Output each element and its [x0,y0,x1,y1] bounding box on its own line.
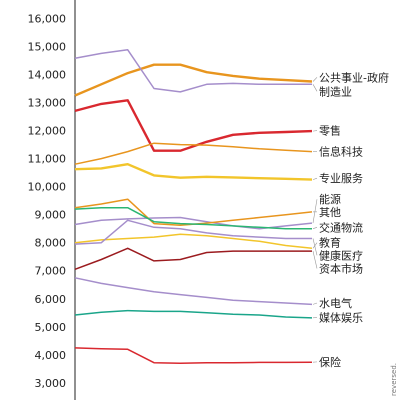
series-label: 专业服务 [319,171,363,185]
y-tick-label: 3,000 [35,377,67,390]
series-leader-line [312,302,318,305]
series-label: 零售 [319,124,341,138]
series-line-4 [74,162,313,181]
series-leader-line [312,84,318,92]
series-leader-line [312,199,318,224]
series-line-6 [74,198,313,227]
series-lines [74,49,313,365]
series-label: 公共事业-政府 [319,70,389,84]
series-leader-line [312,227,318,229]
y-tick-label: 13,000 [28,97,67,110]
series-label: 能源 [319,192,341,206]
y-tick-label: 5,000 [35,321,67,334]
series-labels: 公共事业-政府制造业零售信息科技专业服务能源其他交通物流教育健康医疗资本市场水电… [312,70,389,369]
y-tick-label: 16,000 [28,12,67,25]
series-line-10 [74,247,312,271]
y-tick-label: 14,000 [28,68,67,81]
series-label: 保险 [319,355,341,369]
series-line-2 [74,99,313,152]
series-leader-line [312,130,318,132]
y-axis-ticks: 3,000 4,000 5,000 6,000 7,000 8,000 9,000 10,00… [28,12,67,390]
series-line-3 [74,142,313,165]
series-label: 资本市场 [319,262,363,276]
series-line-9 [74,219,312,245]
series-label: 健康医疗 [319,248,363,262]
series-label: 制造业 [319,84,352,98]
series-label: 交通物流 [319,220,363,234]
series-label: 其他 [319,206,341,219]
series-label: 教育 [319,236,341,250]
series-label: 信息科技 [319,145,363,159]
series-leader-line [312,242,318,249]
series-line-7 [74,206,312,230]
series-line-11 [74,277,313,306]
series-leader-line [312,251,318,269]
y-tick-label: 8,000 [35,237,67,250]
y-tick-label: 15,000 [28,40,67,53]
series-leader-line [312,77,318,82]
y-tick-label: 7,000 [35,265,67,278]
y-tick-label: 12,000 [28,125,67,138]
series-label: 水电气 [319,296,352,310]
y-tick-label: 4,000 [35,349,67,362]
series-line-1 [74,49,312,93]
series-leader-line [312,177,318,180]
y-tick-label: 10,000 [28,181,67,194]
series-line-0 [74,63,313,97]
series-line-5 [74,216,313,230]
y-tick-label: 9,000 [35,209,67,222]
y-tick-label: 11,000 [28,153,67,166]
series-line-8 [74,233,313,250]
series-line-13 [74,347,313,365]
series-label: 媒体娱乐 [319,311,363,325]
series-line-12 [74,309,313,319]
source-note: reversed. [390,363,398,396]
series-leader-line [312,238,318,256]
y-tick-label: 6,000 [35,293,67,306]
